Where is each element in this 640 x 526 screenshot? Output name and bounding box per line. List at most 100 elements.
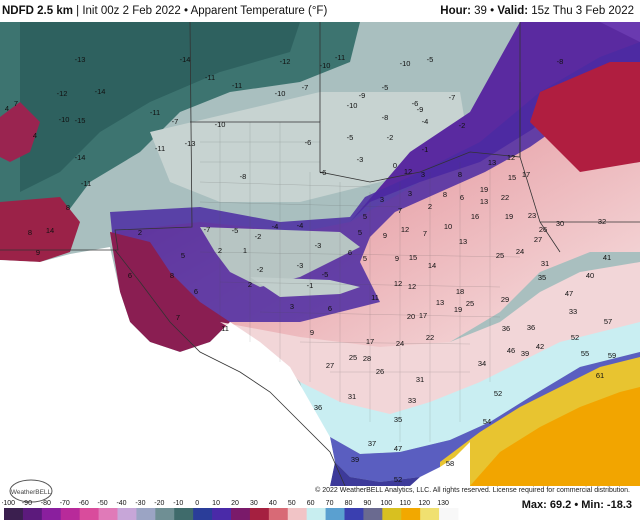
temp-label: 15 xyxy=(508,173,516,182)
header-sep-3: • xyxy=(490,5,498,17)
temp-label: -10 xyxy=(215,120,226,129)
colorbar-swatch xyxy=(231,508,251,520)
colorbar-swatch xyxy=(212,508,232,520)
colorbar-tick-label: 20 xyxy=(231,500,239,507)
temp-label: -3 xyxy=(315,241,322,250)
temp-label: -11 xyxy=(335,53,345,62)
temp-label: 42 xyxy=(536,342,544,351)
copyright-text: © 2022 WeatherBELL Analytics, LLC. All r… xyxy=(315,487,630,494)
temp-label: 31 xyxy=(541,259,549,268)
colorbar-ticks: -100 -90 -80 -70 -60 -50 -40 -30 -20 -10 0 10 20 30 40… xyxy=(2,500,449,507)
temp-label: 6 xyxy=(128,271,132,280)
temp-label: -8 xyxy=(382,113,389,122)
mexico-no-data xyxy=(0,247,335,486)
colorbar-tick-label: -60 xyxy=(79,500,89,507)
temp-label: 7 xyxy=(14,99,18,108)
temp-label: 5 xyxy=(363,212,367,221)
temp-label: -5 xyxy=(382,83,389,92)
temp-label: 58 xyxy=(446,459,454,468)
colorbar-tick-label: 70 xyxy=(326,500,334,507)
temp-label: 36 xyxy=(502,324,510,333)
temp-label: 8 xyxy=(458,170,462,179)
temp-label: -10 xyxy=(400,59,411,68)
rio-grande xyxy=(114,249,346,486)
temp-label: 24 xyxy=(516,247,524,256)
temp-label: 3 xyxy=(421,170,425,179)
temperature-map: -13 -14 -12 -10 -11 -10 -5 -8 -12 -14 -11 -11 -10 -7-… xyxy=(0,22,640,503)
temp-label: 2 xyxy=(218,246,222,255)
colorbar-swatch xyxy=(22,508,43,520)
temp-label: -15 xyxy=(75,116,86,125)
temp-label: -14 xyxy=(95,87,106,96)
colorbar-swatch xyxy=(98,508,118,520)
temp-label: 13 xyxy=(436,298,444,307)
temp-label: 6 xyxy=(328,304,332,313)
ok-tx-border xyxy=(190,82,521,183)
valid-value: 15z Thu 3 Feb 2022 xyxy=(531,5,634,17)
header-sep-2: • xyxy=(184,5,191,17)
temp-label: 54 xyxy=(483,417,491,426)
temp-label: 12 xyxy=(394,279,402,288)
header-sep-1: | xyxy=(76,5,83,17)
temp-label: -7 xyxy=(302,83,309,92)
colorbar-tick-label: 130 xyxy=(437,500,449,507)
dark-teal-region xyxy=(20,22,300,192)
colorbar-tick-label: -40 xyxy=(116,500,126,507)
header-title: NDFD 2.5 km | Init 00z 2 Feb 2022 • Appa… xyxy=(0,5,327,17)
colorbar-swatch xyxy=(363,508,383,520)
weatherbell-logo: WeatherBELL xyxy=(9,479,53,503)
temp-label: 7 xyxy=(423,229,427,238)
temp-label: 7 xyxy=(176,313,180,322)
temp-label: 46 xyxy=(507,346,515,355)
temp-label: 17 xyxy=(366,337,374,346)
temp-label: 57 xyxy=(604,317,612,326)
colorbar-tick-label: 60 xyxy=(307,500,315,507)
temp-label: -5 xyxy=(322,270,329,279)
temp-label: 25 xyxy=(466,299,474,308)
colorbar-swatch xyxy=(287,508,308,520)
colorbar-tick-label: 50 xyxy=(288,500,296,507)
temp-label: 34 xyxy=(478,359,486,368)
temp-label: 8 xyxy=(443,190,447,199)
state-boundaries xyxy=(0,22,640,486)
max-min-sep: • xyxy=(574,499,582,511)
colorbar-tick-label: -90 xyxy=(22,500,32,507)
purple-corner xyxy=(600,22,640,42)
temp-label: -11 xyxy=(150,108,160,117)
temp-label: 8 xyxy=(66,203,70,212)
temp-label: 12 xyxy=(507,153,515,162)
temp-label: 35 xyxy=(538,273,546,282)
temp-label: 0 xyxy=(393,161,397,170)
colorbar-tick-label: -80 xyxy=(41,500,51,507)
temp-label: 47 xyxy=(394,444,402,453)
temp-label: 27 xyxy=(326,361,334,370)
colorbar-swatch xyxy=(249,508,270,520)
temperature-colorbar: -100 -90 -80 -70 -60 -50 -40 -30 -20 -10 0 10 20 30 40… xyxy=(2,500,459,520)
colorbar-swatch xyxy=(60,508,81,520)
temp-label: -8 xyxy=(557,57,564,66)
colorbar-tick-label: -20 xyxy=(154,500,164,507)
gray-intrusion-2 xyxy=(250,277,360,297)
colorbar-tick-label: 0 xyxy=(195,500,199,507)
temp-label: -6 xyxy=(305,138,312,147)
temp-label: -14 xyxy=(180,55,191,64)
temp-label: 39 xyxy=(521,349,529,358)
colorbar-tick-label: 30 xyxy=(250,500,258,507)
temp-label: 3 xyxy=(380,195,384,204)
temp-label: -6 xyxy=(320,168,327,177)
temp-label: 23 xyxy=(528,211,536,220)
colorbar-swatch xyxy=(306,508,327,520)
hour-label: Hour: xyxy=(440,5,471,17)
colorbar-tick-label: 90 xyxy=(364,500,372,507)
temp-label: 20 xyxy=(407,312,415,321)
temp-label: 13 xyxy=(480,197,488,206)
temp-label: -2 xyxy=(387,133,394,142)
colorbar-swatch xyxy=(41,508,62,520)
temp-label: 4 xyxy=(33,131,37,140)
colorbar-swatches xyxy=(4,508,459,520)
ar-la-border xyxy=(519,22,561,253)
temp-label: -11 xyxy=(232,81,242,90)
temp-label: 6 xyxy=(348,248,352,257)
temp-label: -6 xyxy=(412,99,419,108)
temp-label: -1 xyxy=(422,145,429,154)
